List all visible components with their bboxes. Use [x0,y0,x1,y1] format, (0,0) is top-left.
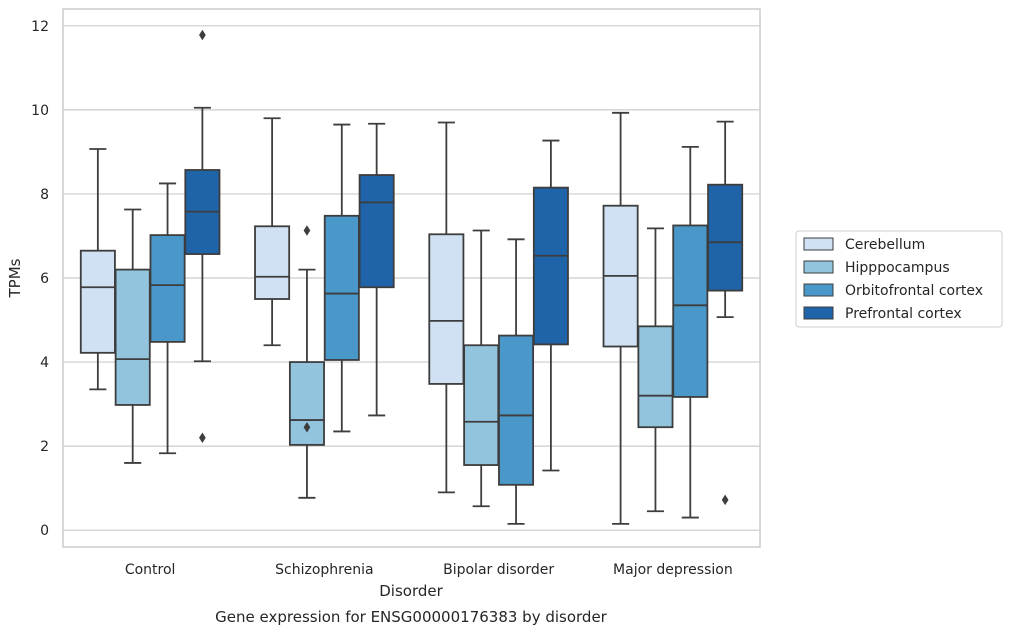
boxes [79,29,744,525]
box-1-3 [358,122,395,417]
box-0-3 [184,29,221,443]
box-0-2 [149,182,186,455]
plot-frame [62,8,761,548]
box-2-1 [463,229,500,508]
box-iqr [358,174,395,289]
box-iqr [254,225,291,300]
box-1-1 [288,225,325,499]
outlier-point [199,432,206,443]
legend-label: Hipppocampus [845,260,950,276]
box-3-1 [637,227,674,513]
box-3-0 [602,111,639,525]
box-iqr [637,325,674,429]
x-tick-labels: Control Schizophrenia Bipolar disorder Majo… [125,562,733,578]
outlier-point [303,225,311,236]
legend-label: Orbitofrontal cortex [845,283,983,299]
y-tick-label: 12 [31,19,49,35]
box-iqr [79,249,116,354]
box-iqr [114,268,151,406]
legend-swatch [803,283,834,297]
y-tick-label: 10 [31,103,49,119]
box-iqr [323,214,360,361]
outlier-point [721,494,729,506]
y-tick-label: 2 [40,439,49,455]
box-3-2 [672,145,709,519]
box-2-2 [498,238,535,525]
legend-swatch [803,306,834,320]
y-tick-labels: 0 2 4 6 8 10 12 [31,19,49,539]
legend-frame [795,230,1003,328]
box-iqr [498,334,535,486]
box-iqr [428,233,465,385]
x-tick-label: Control [125,562,176,578]
y-tick-label: 0 [40,523,49,539]
box-iqr [532,186,569,346]
legend-label: Prefrontal cortex [845,306,962,322]
y-tick-label: 6 [40,271,49,287]
box-1-0 [254,117,291,347]
box-iqr [672,224,709,398]
chart-caption: Gene expression for ENSG00000176383 by d… [215,608,608,626]
box-3-3 [707,120,744,506]
outlier-point [303,421,311,433]
legend: Cerebellum Hipppocampus Orbitofrontal cort… [795,230,1003,328]
box-iqr [463,344,500,466]
outlier-point [199,29,206,41]
box-0-1 [114,208,151,464]
legend-swatch [803,237,834,251]
box-0-0 [79,148,116,391]
box-2-3 [532,139,569,472]
legend-label: Cerebellum [845,237,925,253]
x-tick-label: Major depression [613,562,733,578]
box-iqr [149,234,186,343]
box-1-2 [323,123,360,433]
y-tick-label: 4 [40,355,49,371]
legend-swatch [803,260,834,274]
y-tick-label: 8 [40,187,49,203]
x-axis-label: Disorder [379,582,443,600]
y-axis-label: TPMs [6,258,24,298]
box-iqr [707,183,744,292]
x-tick-label: Bipolar disorder [443,562,554,578]
box-2-0 [428,121,465,494]
x-tick-label: Schizophrenia [275,562,373,578]
